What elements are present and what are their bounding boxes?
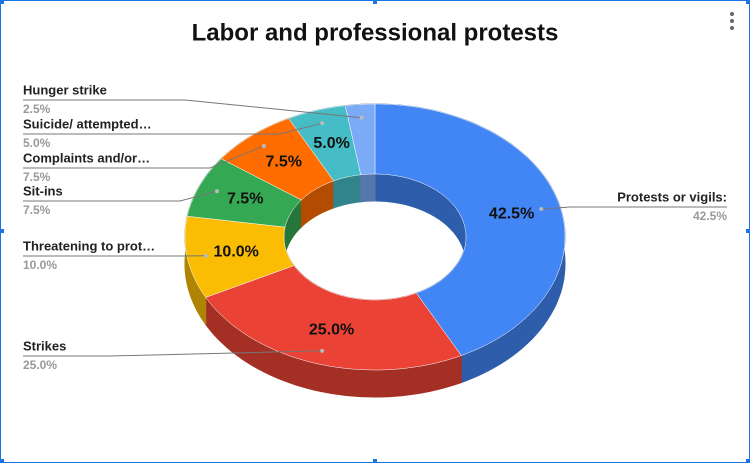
slice-value-label: 7.5% bbox=[266, 154, 302, 171]
leader-dot bbox=[539, 207, 544, 212]
leader-line bbox=[23, 190, 218, 202]
leader-dot bbox=[204, 253, 209, 258]
legend-value: 10.0% bbox=[23, 258, 57, 272]
legend-label: Complaints and/or… bbox=[23, 150, 150, 165]
leader-line bbox=[23, 145, 265, 169]
leader-dot bbox=[261, 143, 266, 148]
leader-dot bbox=[359, 115, 364, 120]
legend-value: 7.5% bbox=[23, 170, 51, 184]
legend-label: Suicide/ attempted… bbox=[23, 116, 152, 131]
slice bbox=[344, 103, 376, 176]
legend-label: Hunger strike bbox=[23, 82, 107, 97]
legend-label: Protests or vigils: bbox=[617, 189, 727, 204]
legend-value: 5.0% bbox=[23, 136, 51, 150]
leader-line bbox=[541, 206, 727, 210]
chart-title: Labor and professional protests bbox=[192, 19, 559, 46]
leader-dot bbox=[320, 121, 325, 126]
legend-label: Strikes bbox=[23, 338, 66, 353]
slice-value-label: 5.0% bbox=[313, 135, 349, 152]
legend-value: 25.0% bbox=[23, 358, 57, 372]
leader-line bbox=[23, 99, 362, 119]
leader-line bbox=[23, 122, 323, 135]
chart-menu[interactable] bbox=[730, 12, 734, 30]
slice-value-label: 10.0% bbox=[214, 244, 259, 261]
legend-value: 2.5% bbox=[23, 102, 51, 116]
slice-value-label: 42.5% bbox=[489, 205, 534, 222]
legend-label: Sit-ins bbox=[23, 183, 63, 198]
leader-dot bbox=[320, 348, 325, 353]
leader-line bbox=[23, 350, 323, 357]
slice-value-label: 7.5% bbox=[227, 191, 263, 208]
legend-label: Threatening to prot… bbox=[23, 238, 155, 253]
slice-value-label: 25.0% bbox=[309, 321, 354, 338]
leader-dot bbox=[215, 189, 220, 194]
slice-inner-side bbox=[360, 173, 376, 203]
legend-value: 42.5% bbox=[693, 209, 727, 223]
legend-value: 7.5% bbox=[23, 203, 51, 217]
